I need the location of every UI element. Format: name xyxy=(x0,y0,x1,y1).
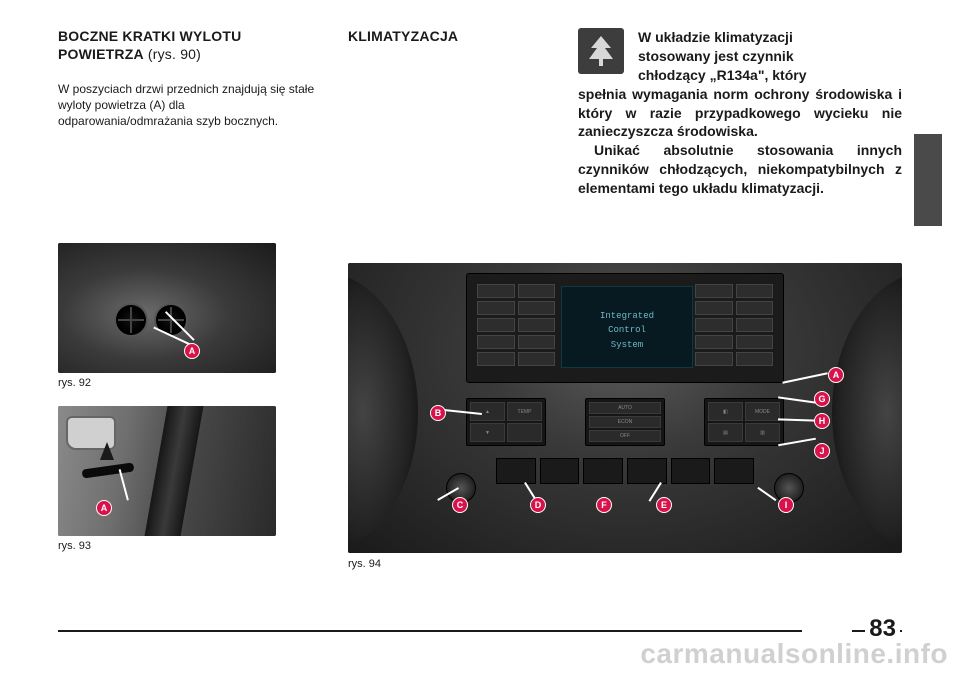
column-left: BOCZNE KRATKI WYLOTU POWIETRZA (rys. 90)… xyxy=(58,28,318,130)
screen-line: Control xyxy=(562,323,692,337)
body-side-vents: W poszyciach drzwi przednich znajdują si… xyxy=(58,81,318,130)
lower-switch-row xyxy=(496,458,754,484)
mode-controls: ◧MODE ▤▥ xyxy=(704,398,784,446)
side-tab xyxy=(914,134,942,226)
figure-94: Integrated Control System ▲TEMP ▼ xyxy=(348,263,902,553)
ics-screen: Integrated Control System xyxy=(561,286,693,368)
temp-controls: ▲TEMP ▼ xyxy=(466,398,546,446)
column-right: W układzie klimatyzacji stosowany jest c… xyxy=(578,28,902,198)
marker-A: A xyxy=(828,367,844,383)
marker-H: H xyxy=(814,413,830,429)
marker-G: G xyxy=(814,391,830,407)
marker-J: J xyxy=(814,443,830,459)
figure-93: A 422PGS xyxy=(58,406,276,536)
figure-92-label: rys. 92 xyxy=(58,377,91,389)
info-line1: W układzie klimatyzacji xyxy=(578,28,902,47)
vent-outlet xyxy=(154,303,188,337)
marker-E: E xyxy=(656,497,672,513)
center-console: Integrated Control System ▲TEMP ▼ xyxy=(466,273,784,523)
info-text: W układzie klimatyzacji stosowany jest c… xyxy=(578,28,902,198)
marker-A: A xyxy=(96,500,112,516)
column-middle: KLIMATYZACJA xyxy=(348,28,568,46)
info-para2: Unikać absolutnie stosowania innych czyn… xyxy=(578,141,902,198)
marker-B: B xyxy=(430,405,446,421)
figure-93-label: rys. 93 xyxy=(58,540,91,552)
info-rest: spełnia wymagania norm ochrony środowisk… xyxy=(578,86,902,140)
heading-climate: KLIMATYZACJA xyxy=(348,28,568,46)
vent-outlet xyxy=(114,303,148,337)
arrow-up-icon xyxy=(100,442,114,460)
heading-side-vents: BOCZNE KRATKI WYLOTU POWIETRZA (rys. 90) xyxy=(58,28,318,63)
info-line3: chłodzący „R134a", który xyxy=(578,66,902,85)
marker-C: C xyxy=(452,497,468,513)
tree-icon xyxy=(578,28,624,74)
radio-unit: Integrated Control System xyxy=(466,273,784,383)
marker-F: F xyxy=(596,497,612,513)
auto-controls: AUTO ECON OFF xyxy=(585,398,665,446)
marker-D: D xyxy=(530,497,546,513)
marker-I: I xyxy=(778,497,794,513)
heading-fig-ref: (rys. 90) xyxy=(144,46,201,62)
figure-94-label: rys. 94 xyxy=(348,558,381,570)
info-box-refrigerant: W układzie klimatyzacji stosowany jest c… xyxy=(578,28,902,198)
watermark: carmanualsonline.info xyxy=(640,638,948,670)
figure-92: A 338PGS xyxy=(58,243,276,373)
screen-line: System xyxy=(562,338,692,352)
info-line2: stosowany jest czynnik xyxy=(578,47,902,66)
screen-line: Integrated xyxy=(562,309,692,323)
page-content: BOCZNE KRATKI WYLOTU POWIETRZA (rys. 90)… xyxy=(58,28,902,628)
footer-rule xyxy=(58,630,902,632)
marker-A: A xyxy=(184,343,200,359)
